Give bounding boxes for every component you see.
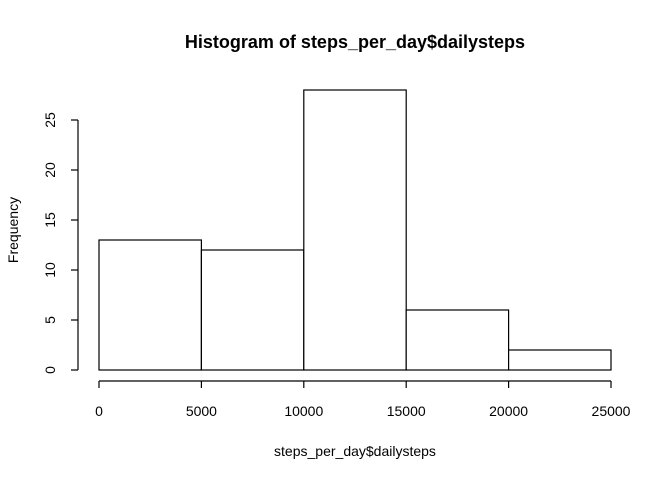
histogram-bar-0: [98, 239, 203, 371]
y-tick-label: 0: [42, 366, 58, 374]
x-tick-label: 25000: [592, 403, 631, 419]
y-tick-label: 15: [42, 212, 58, 228]
chart-title: Histogram of steps_per_day$dailysteps: [185, 32, 525, 52]
y-axis-label: Frequency: [5, 197, 21, 263]
x-tick-label: 5000: [186, 403, 217, 419]
histogram-bar-1: [200, 249, 305, 371]
y-tick-label: 10: [42, 262, 58, 278]
x-axis-label: steps_per_day$dailysteps: [274, 443, 436, 459]
x-tick-label: 0: [95, 403, 103, 419]
x-tick-label: 15000: [387, 403, 426, 419]
y-tick-label: 20: [42, 162, 58, 178]
histogram-bar-3: [405, 309, 510, 371]
x-axis: 0 5000 10000 15000 20000 25000: [95, 380, 631, 419]
x-tick-label: 10000: [284, 403, 323, 419]
bars-group: [98, 89, 612, 371]
histogram-bar-4: [508, 349, 612, 371]
y-axis: 0 5 10 15 20 25: [42, 112, 79, 374]
x-tick-label: 20000: [489, 403, 528, 419]
histogram-bar-2: [303, 89, 407, 371]
y-tick-label: 25: [42, 112, 58, 128]
y-tick-label: 5: [42, 316, 58, 324]
